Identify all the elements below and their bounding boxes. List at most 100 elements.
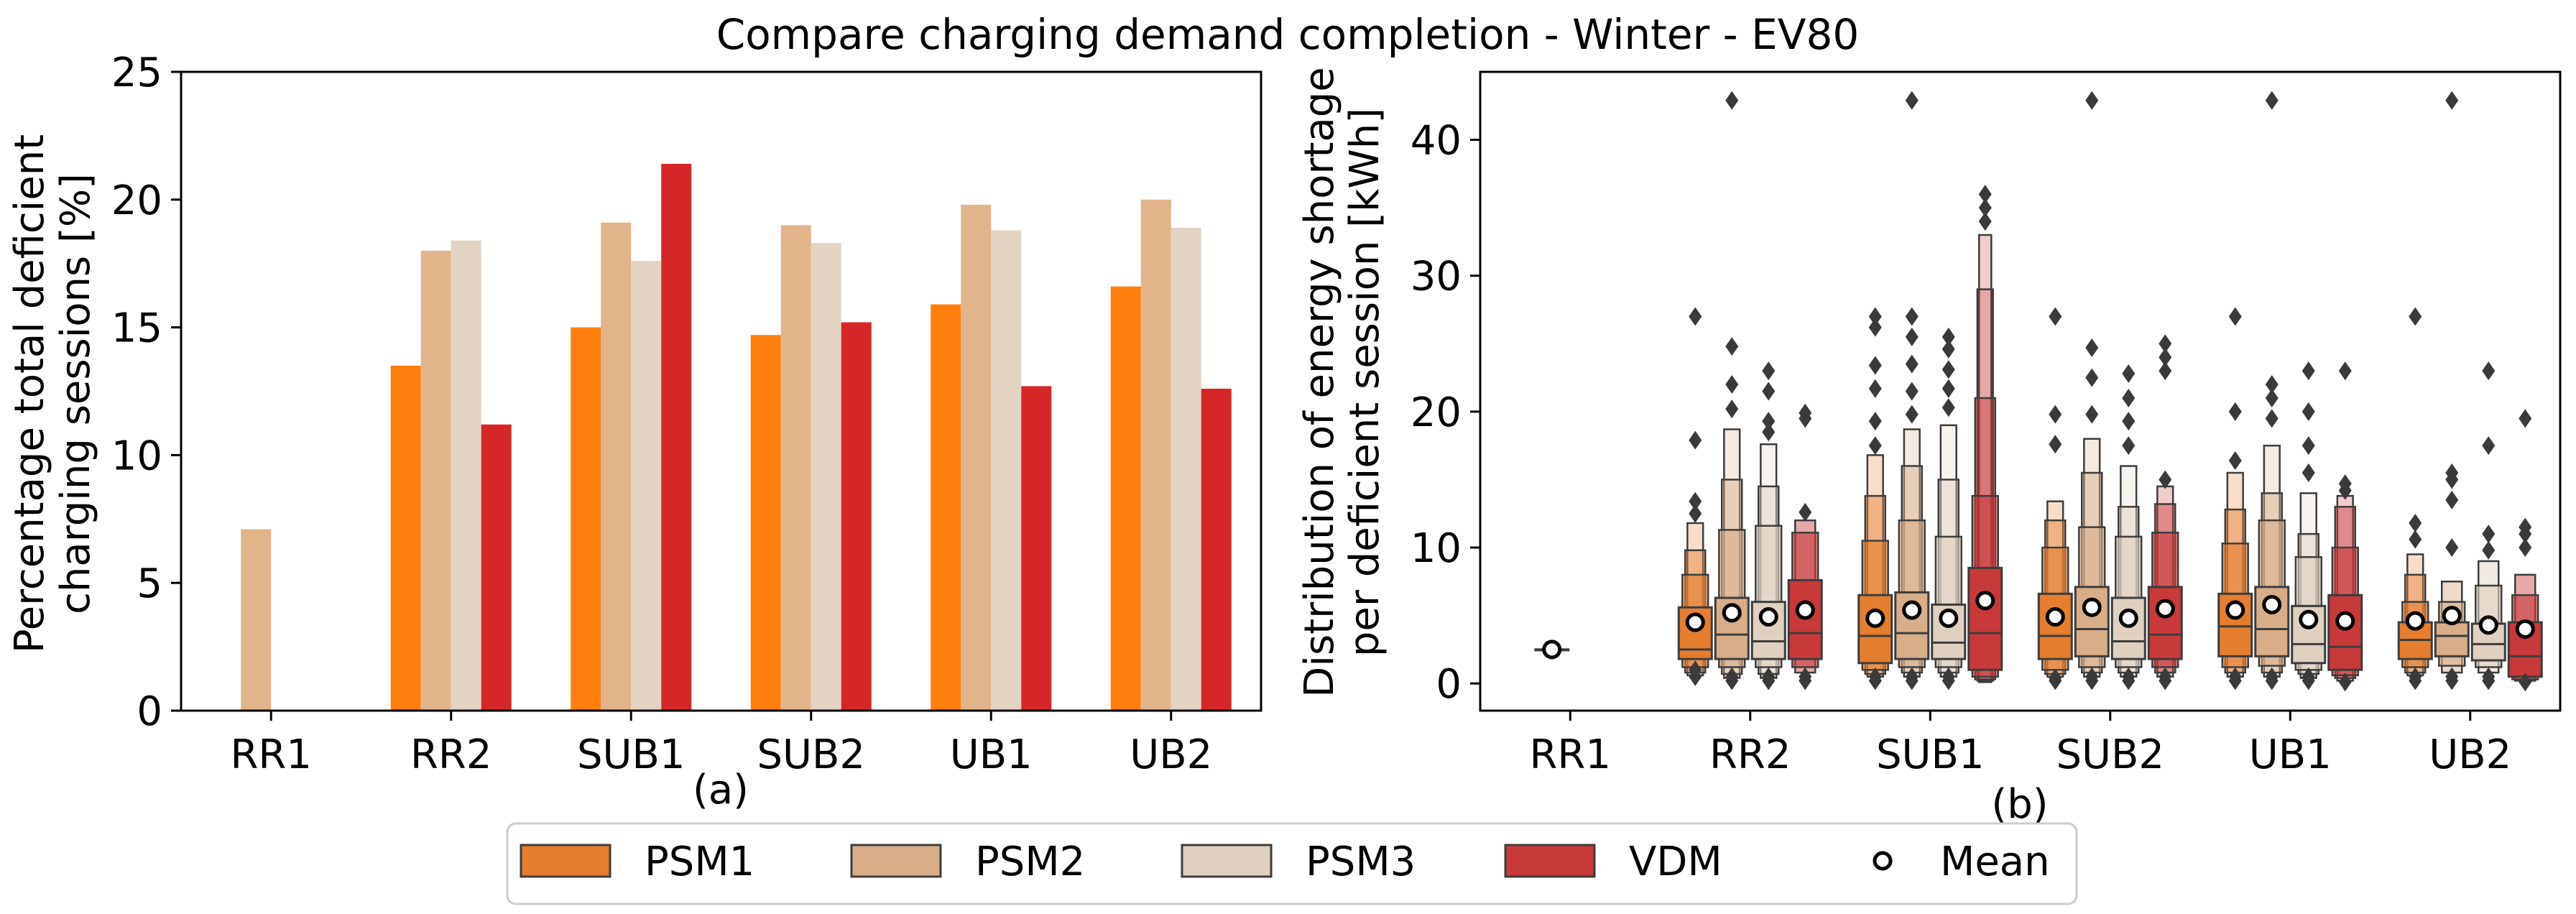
bar-chart-xticks: RR1 RR2 SUB1 SUB2 UB1 UB2 [231, 711, 1212, 778]
box-chart-xtick-label: UB2 [2429, 731, 2511, 778]
outlier-psm3-ub1-3 [2302, 436, 2315, 456]
outlier-psm2-ub1-1 [2265, 667, 2279, 686]
bar-chart-yticks: 0 5 10 15 20 25 [111, 50, 181, 735]
box-chart-ytick-label: 0 [1436, 661, 1462, 708]
outlier-psm2-sub1-2 [1905, 405, 1919, 424]
outlier-psm3-ub1-5 [2302, 361, 2315, 381]
outlier-vdm-ub2-1 [2519, 538, 2532, 558]
box-chart-ylabel-line1: Distribution of energy shortage [1296, 67, 1343, 697]
bar-psm1-ub1 [931, 304, 961, 711]
legend: PSM1 PSM2 PSM3 VDM Mean [506, 822, 2078, 905]
bar-psm1-sub2 [750, 335, 781, 711]
outlier-psm2-rr2-2 [1725, 400, 1739, 419]
outlier-psm2-ub2-5 [2445, 463, 2459, 482]
box-vdm-sub1 [1967, 566, 2003, 671]
bar-psm3-sub1 [631, 261, 662, 711]
outlier-psm1-rr2-2 [1689, 504, 1702, 523]
outlier-vdm-sub1-1 [1978, 198, 1992, 218]
outlier-psm3-ub2-3 [2482, 525, 2496, 544]
mean-psm2-ub2 [2442, 606, 2462, 626]
box-chart-panel-label: (b) [1991, 781, 2048, 828]
legend-swatch-vdm [1504, 844, 1596, 878]
mean-psm3-sub2 [2118, 608, 2138, 628]
box-chart-ytick-label: 10 [1411, 525, 1462, 572]
mean-psm3-ub2 [2478, 615, 2498, 635]
bar-psm2-ub2 [1140, 199, 1171, 711]
outlier-psm2-sub1-5 [1905, 327, 1919, 346]
legend-label-mean: Mean [1940, 839, 2050, 885]
outlier-psm1-ub1-3 [2228, 402, 2242, 421]
mean-vdm-ub2 [2515, 619, 2535, 640]
bar-chart-xtick-label: SUB2 [757, 731, 865, 778]
outlier-psm1-sub1-7 [1868, 307, 1882, 326]
outlier-psm2-sub2-5 [2085, 91, 2099, 110]
mean-psm1-ub2 [2405, 611, 2425, 631]
outlier-psm3-ub2-2 [2482, 540, 2496, 560]
outlier-vdm-sub1-0 [1978, 212, 1992, 231]
outlier-vdm-sub2-1 [2159, 667, 2172, 686]
bar-chart-ylabel-line2: charging sessions [%] [52, 173, 99, 614]
bar-chart-ytick-label: 5 [137, 560, 162, 607]
outlier-psm1-ub2-3 [2409, 513, 2422, 532]
bar-chart-panel-label: (a) [693, 767, 749, 813]
outlier-psm3-sub1-2 [1942, 398, 1955, 417]
bar-psm3-rr2 [451, 240, 481, 711]
legend-frame [506, 822, 2078, 905]
bar-vdm-ub1 [1021, 386, 1052, 711]
box-chart-xticks: RR1 RR2 SUB1 SUB2 UB1 UB2 [1530, 711, 2511, 778]
bar-psm2-sub2 [780, 225, 811, 711]
bar-chart-xtick-label: UB1 [950, 731, 1033, 778]
outlier-psm1-rr2-4 [1689, 430, 1702, 450]
outlier-psm3-ub2-4 [2482, 436, 2496, 456]
legend-label-vdm: VDM [1629, 839, 1722, 885]
outlier-psm3-ub2-5 [2482, 361, 2496, 381]
outlier-vdm-ub2-3 [2519, 517, 2532, 537]
bar-chart-ytick-label: 10 [111, 433, 162, 479]
box-psm3-sub2 [2110, 596, 2146, 660]
legend-swatch-psm2 [850, 844, 942, 878]
mean-psm2-rr1 [1542, 640, 1562, 660]
outlier-psm2-sub1-6 [1905, 307, 1919, 326]
bar-vdm-sub1 [661, 164, 692, 711]
outlier-psm1-sub1-5 [1868, 356, 1882, 375]
mean-psm1-rr2 [1685, 612, 1705, 632]
outlier-psm3-sub2-3 [2122, 412, 2136, 431]
bar-chart-frame [180, 70, 1262, 712]
bar-chart-xtick-label: RR2 [410, 731, 491, 778]
outlier-psm3-rr2-3 [1762, 412, 1776, 431]
mean-psm1-sub1 [1865, 608, 1885, 628]
mean-psm2-rr2 [1722, 603, 1742, 623]
outlier-psm3-sub2-4 [2122, 388, 2136, 407]
mean-psm2-sub1 [1902, 600, 1922, 620]
outlier-psm1-rr2-1 [1689, 660, 1702, 680]
mean-vdm-ub1 [2335, 611, 2355, 631]
bar-psm2-sub1 [601, 222, 632, 711]
bar-chart-bars [241, 164, 1232, 711]
box-chart-ytick-label: 30 [1411, 254, 1462, 300]
outlier-psm1-ub1-2 [2228, 451, 2242, 470]
outlier-psm1-sub2-2 [2049, 435, 2062, 454]
outlier-psm3-sub1-1 [1942, 667, 1955, 686]
bar-chart-xtick-label: UB2 [1130, 731, 1212, 778]
box-vdm-sub2 [2147, 586, 2183, 660]
outlier-psm3-ub1-1 [2302, 667, 2315, 686]
mean-psm2-ub1 [2262, 594, 2282, 614]
outlier-vdm-rr2-1 [1799, 667, 1812, 686]
box-chart-frame [1479, 70, 2562, 712]
outlier-psm2-sub2-1 [2085, 667, 2099, 686]
mean-psm1-sub2 [2045, 606, 2065, 627]
bar-psm2-rr2 [420, 250, 451, 711]
mean-vdm-sub2 [2155, 599, 2175, 619]
bar-vdm-ub2 [1201, 388, 1232, 711]
outlier-psm1-ub1-1 [2228, 667, 2242, 686]
outlier-psm2-ub1-2 [2265, 409, 2279, 428]
box-psm2-rr2 [1714, 596, 1750, 660]
outlier-vdm-ub2-0 [2519, 673, 2532, 692]
bar-psm2-rr1 [241, 529, 272, 711]
outlier-psm2-sub1-7 [1905, 91, 1919, 110]
outlier-psm2-rr2-4 [1725, 337, 1739, 356]
outlier-psm2-ub2-6 [2445, 91, 2459, 110]
bar-chart-ytick-label: 20 [111, 177, 162, 224]
outlier-vdm-sub2-3 [2159, 361, 2172, 381]
box-chart-ytick-label: 20 [1411, 389, 1462, 436]
